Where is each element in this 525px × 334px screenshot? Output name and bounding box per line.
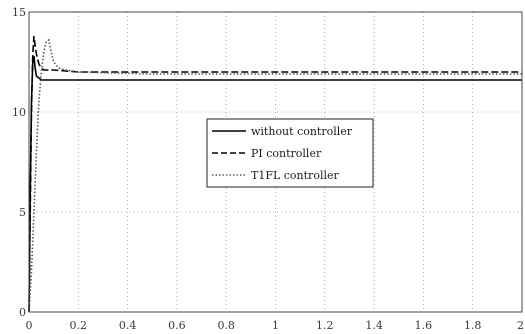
- y-tick-labels: 0 5 10 15: [12, 6, 26, 319]
- x-tick-labels: 0 0.2 0.4 0.6 0.8 1 1.2 1.4 1.6 1.8 2: [26, 319, 525, 332]
- x-tick-label: 1.4: [365, 319, 383, 332]
- x-tick-label: 0.4: [119, 319, 137, 332]
- x-tick-label: 1.6: [415, 319, 433, 332]
- x-tick-label: 0: [26, 319, 33, 332]
- y-tick-label: 5: [19, 206, 26, 219]
- x-tick-label: 0.6: [168, 319, 186, 332]
- series-line-without-controller: [28, 55, 522, 313]
- y-tick-label: 15: [12, 6, 26, 19]
- x-tick-label: 2: [517, 319, 524, 332]
- x-tick-label: 1: [272, 319, 279, 332]
- y-tick-label: 10: [12, 106, 26, 119]
- x-tick-label: 1.8: [464, 319, 482, 332]
- x-tick-label: 0.8: [217, 319, 235, 332]
- legend-label-without-controller: without controller: [251, 125, 353, 138]
- x-tick-label: 0.2: [70, 319, 88, 332]
- legend-label-pi-controller: PI controller: [251, 147, 322, 160]
- y-tick-label: 0: [19, 306, 26, 319]
- legend-label-t1fl-controller: T1FL controller: [251, 169, 339, 182]
- legend: without controller PI controller T1FL co…: [206, 118, 374, 188]
- series-lines: [28, 35, 522, 313]
- series-line-pi-controller: [28, 35, 522, 313]
- series-line-t1fl-controller: [28, 38, 522, 313]
- plot-frame: [28, 11, 523, 313]
- x-tick-label: 1.2: [316, 319, 334, 332]
